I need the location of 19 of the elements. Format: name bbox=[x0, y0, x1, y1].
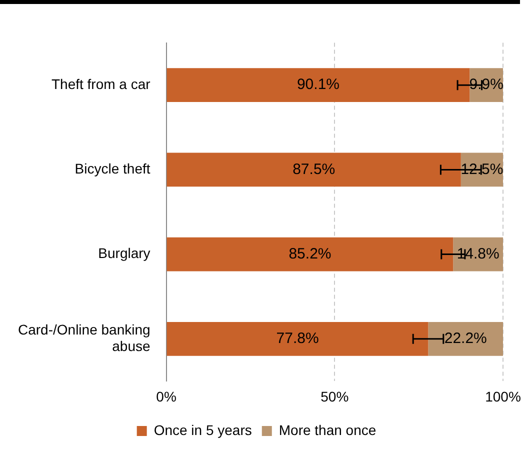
y-tick-label: Bicycle theft bbox=[74, 160, 150, 177]
data-label: 90.1% bbox=[296, 76, 340, 94]
x-tick-label: 0% bbox=[156, 388, 176, 404]
bar bbox=[428, 322, 503, 356]
y-tick-label: Burglary bbox=[98, 245, 150, 262]
legend-label: Once in 5 years bbox=[154, 422, 252, 438]
data-label: 85.2% bbox=[288, 245, 332, 262]
data-label: 22.2% bbox=[444, 330, 487, 348]
data-label: 87.5% bbox=[292, 160, 336, 178]
bar bbox=[166, 237, 454, 272]
y-tick-label: Theft from a car bbox=[51, 76, 151, 92]
bar bbox=[166, 152, 461, 187]
x-tick-label: 50% bbox=[320, 388, 349, 404]
bar bbox=[166, 322, 428, 356]
bar bbox=[166, 68, 470, 102]
data-label: 77.8% bbox=[276, 330, 319, 348]
legend-label: More than once bbox=[278, 422, 376, 438]
y-tick-label: Card-/Online banking abuse bbox=[18, 321, 150, 354]
x-tick-label: 100% bbox=[485, 388, 521, 404]
